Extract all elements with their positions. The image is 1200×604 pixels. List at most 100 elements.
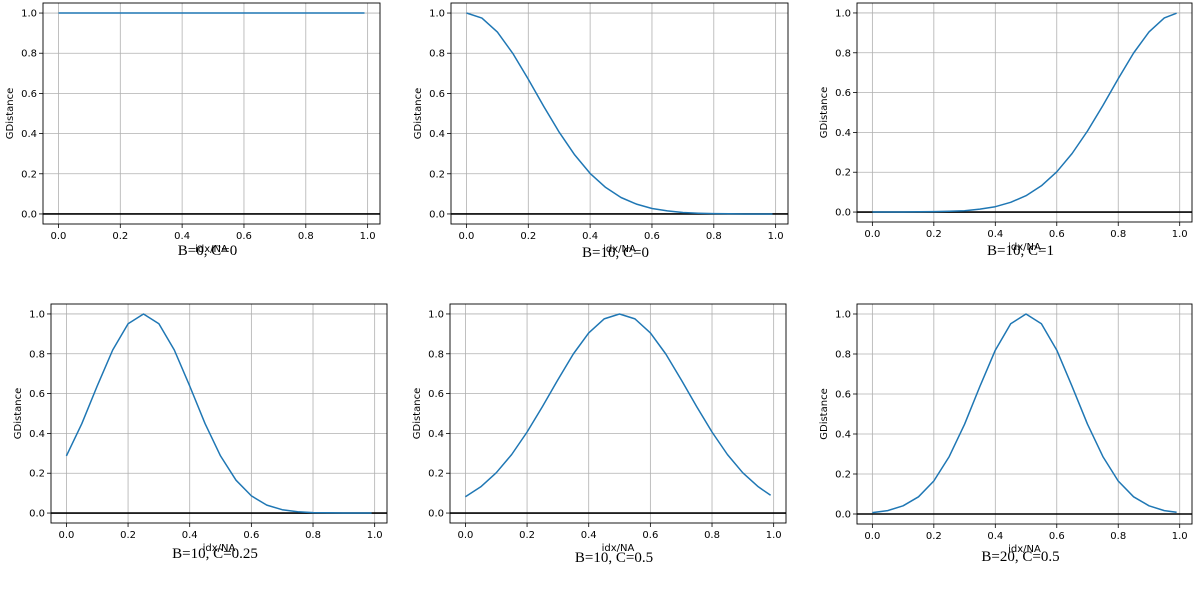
x-tick-label: 0.0 <box>864 531 880 542</box>
y-axis-label: GDistance <box>13 388 24 439</box>
x-tick-label: 0.8 <box>706 231 722 242</box>
y-tick-label: 0.0 <box>835 510 851 521</box>
y-tick-label: 0.2 <box>428 469 444 480</box>
y-tick-label: 0.0 <box>835 208 851 219</box>
y-tick-label: 0.8 <box>835 350 851 361</box>
x-tick-label: 0.0 <box>58 530 74 541</box>
subplot-2: 0.0 0.2 0.4 0.6 0.8 1.0 0.0 0.2 0.4 0.6 0.8 1.0 idx/… <box>413 2 789 255</box>
y-tick-label: 1.0 <box>429 9 445 20</box>
x-tick-label: 0.2 <box>520 231 536 242</box>
x-tick-label: 0.0 <box>459 231 475 242</box>
y-tick-label: 0.4 <box>429 129 445 140</box>
y-tick-label: 0.4 <box>835 430 851 441</box>
y-tick-label: 0.2 <box>835 168 851 179</box>
x-tick-label: 1.0 <box>1172 229 1188 240</box>
x-tick-label: 0.4 <box>987 531 1003 542</box>
axes-frame <box>449 303 787 524</box>
x-tick-label: 0.4 <box>174 231 190 242</box>
y-tick-label: 0.8 <box>21 49 37 60</box>
x-tick-label: 0.8 <box>1110 531 1126 542</box>
subplot-6: 0.0 0.2 0.4 0.6 0.8 1.0 0.0 0.2 0.4 0.6 0.8 1.0 idx/… <box>819 303 1193 555</box>
y-tick-label: 1.0 <box>29 309 45 320</box>
y-tick-label: 0.4 <box>428 429 444 440</box>
y-tick-label: 0.2 <box>835 470 851 481</box>
y-tick-label: 1.0 <box>21 9 37 20</box>
y-tick-label: 0.2 <box>21 169 37 180</box>
y-tick-label: 0.4 <box>21 129 37 140</box>
y-tick-label: 0.0 <box>29 509 45 520</box>
y-tick-label: 0.8 <box>29 349 45 360</box>
x-tick-label: 0.4 <box>581 530 597 541</box>
y-axis-label: GDistance <box>5 88 16 139</box>
x-tick-label: 0.2 <box>926 531 942 542</box>
series-line <box>65 313 372 514</box>
x-tick-label: 0.8 <box>704 530 720 541</box>
x-tick-label: 0.4 <box>987 229 1003 240</box>
subplot-caption: B=0, C=0 <box>177 243 238 259</box>
y-tick-label: 0.6 <box>835 88 851 99</box>
x-tick-label: 1.0 <box>360 231 376 242</box>
y-tick-label: 0.2 <box>429 169 445 180</box>
x-tick-label: 0.6 <box>236 231 252 242</box>
x-axis-label: idx/NA <box>195 244 228 255</box>
axes-frame <box>42 2 381 225</box>
axes-frame <box>450 2 789 225</box>
x-tick-label: 1.0 <box>1172 531 1188 542</box>
subplot-5: 0.0 0.2 0.4 0.6 0.8 1.0 0.0 0.2 0.4 0.6 0.8 1.0 idx/… <box>412 303 787 554</box>
subplot-4: 0.0 0.2 0.4 0.6 0.8 1.0 0.0 0.2 0.4 0.6 0.8 1.0 idx/… <box>13 303 388 554</box>
x-tick-label: 0.6 <box>644 231 660 242</box>
x-tick-label: 0.6 <box>1049 229 1065 240</box>
y-tick-label: 0.8 <box>428 349 444 360</box>
x-axis-label: idx/NA <box>1008 242 1041 253</box>
y-tick-label: 1.0 <box>835 310 851 321</box>
x-tick-label: 0.2 <box>519 530 535 541</box>
axes-frame <box>856 303 1193 525</box>
axes-frame <box>856 2 1193 223</box>
y-tick-label: 0.8 <box>835 48 851 59</box>
subplot-3: 0.0 0.2 0.4 0.6 0.8 1.0 0.0 0.2 0.4 0.6 0.8 1.0 idx/… <box>819 2 1193 253</box>
series-line <box>464 313 772 498</box>
x-tick-label: 0.4 <box>182 530 198 541</box>
y-tick-label: 0.0 <box>429 209 445 220</box>
x-tick-label: 0.8 <box>298 231 314 242</box>
x-tick-label: 0.8 <box>1110 229 1126 240</box>
y-axis-label: GDistance <box>412 388 423 439</box>
subplot-caption: B=20, C=0.5 <box>981 549 1060 565</box>
x-tick-label: 0.0 <box>457 530 473 541</box>
y-tick-label: 0.0 <box>428 509 444 520</box>
y-tick-label: 0.4 <box>835 128 851 139</box>
x-tick-label: 1.0 <box>367 530 383 541</box>
x-tick-label: 0.8 <box>305 530 321 541</box>
x-tick-label: 1.0 <box>768 231 784 242</box>
x-axis-label: idx/NA <box>603 244 636 255</box>
y-tick-label: 1.0 <box>428 309 444 320</box>
y-tick-label: 1.0 <box>835 8 851 19</box>
axes-frame <box>50 303 388 524</box>
x-tick-label: 0.2 <box>926 229 942 240</box>
x-tick-label: 0.6 <box>1049 531 1065 542</box>
y-tick-label: 0.6 <box>429 89 445 100</box>
series-line <box>872 313 1177 514</box>
series-line <box>466 12 773 215</box>
y-tick-label: 0.6 <box>835 390 851 401</box>
y-axis-label: GDistance <box>819 87 830 138</box>
y-tick-label: 0.4 <box>29 429 45 440</box>
x-tick-label: 0.2 <box>112 231 128 242</box>
x-axis-label: idx/NA <box>203 543 236 554</box>
x-axis-label: idx/NA <box>1008 544 1041 555</box>
x-tick-label: 0.4 <box>582 231 598 242</box>
subplot-caption: B=10, C=0 <box>582 245 649 261</box>
x-tick-label: 0.0 <box>51 231 67 242</box>
y-tick-label: 0.0 <box>21 209 37 220</box>
x-axis-label: idx/NA <box>602 543 635 554</box>
subplot-1: 0.0 0.2 0.4 0.6 0.8 1.0 0.0 0.2 0.4 0.6 0.8 1.0 idx/… <box>5 2 381 255</box>
x-tick-label: 0.6 <box>642 530 658 541</box>
subplot-caption: B=10, C=0.25 <box>172 546 258 562</box>
x-tick-label: 0.0 <box>864 229 880 240</box>
y-tick-label: 0.6 <box>29 389 45 400</box>
y-tick-label: 0.6 <box>428 389 444 400</box>
x-tick-label: 0.6 <box>243 530 259 541</box>
y-tick-label: 0.6 <box>21 89 37 100</box>
